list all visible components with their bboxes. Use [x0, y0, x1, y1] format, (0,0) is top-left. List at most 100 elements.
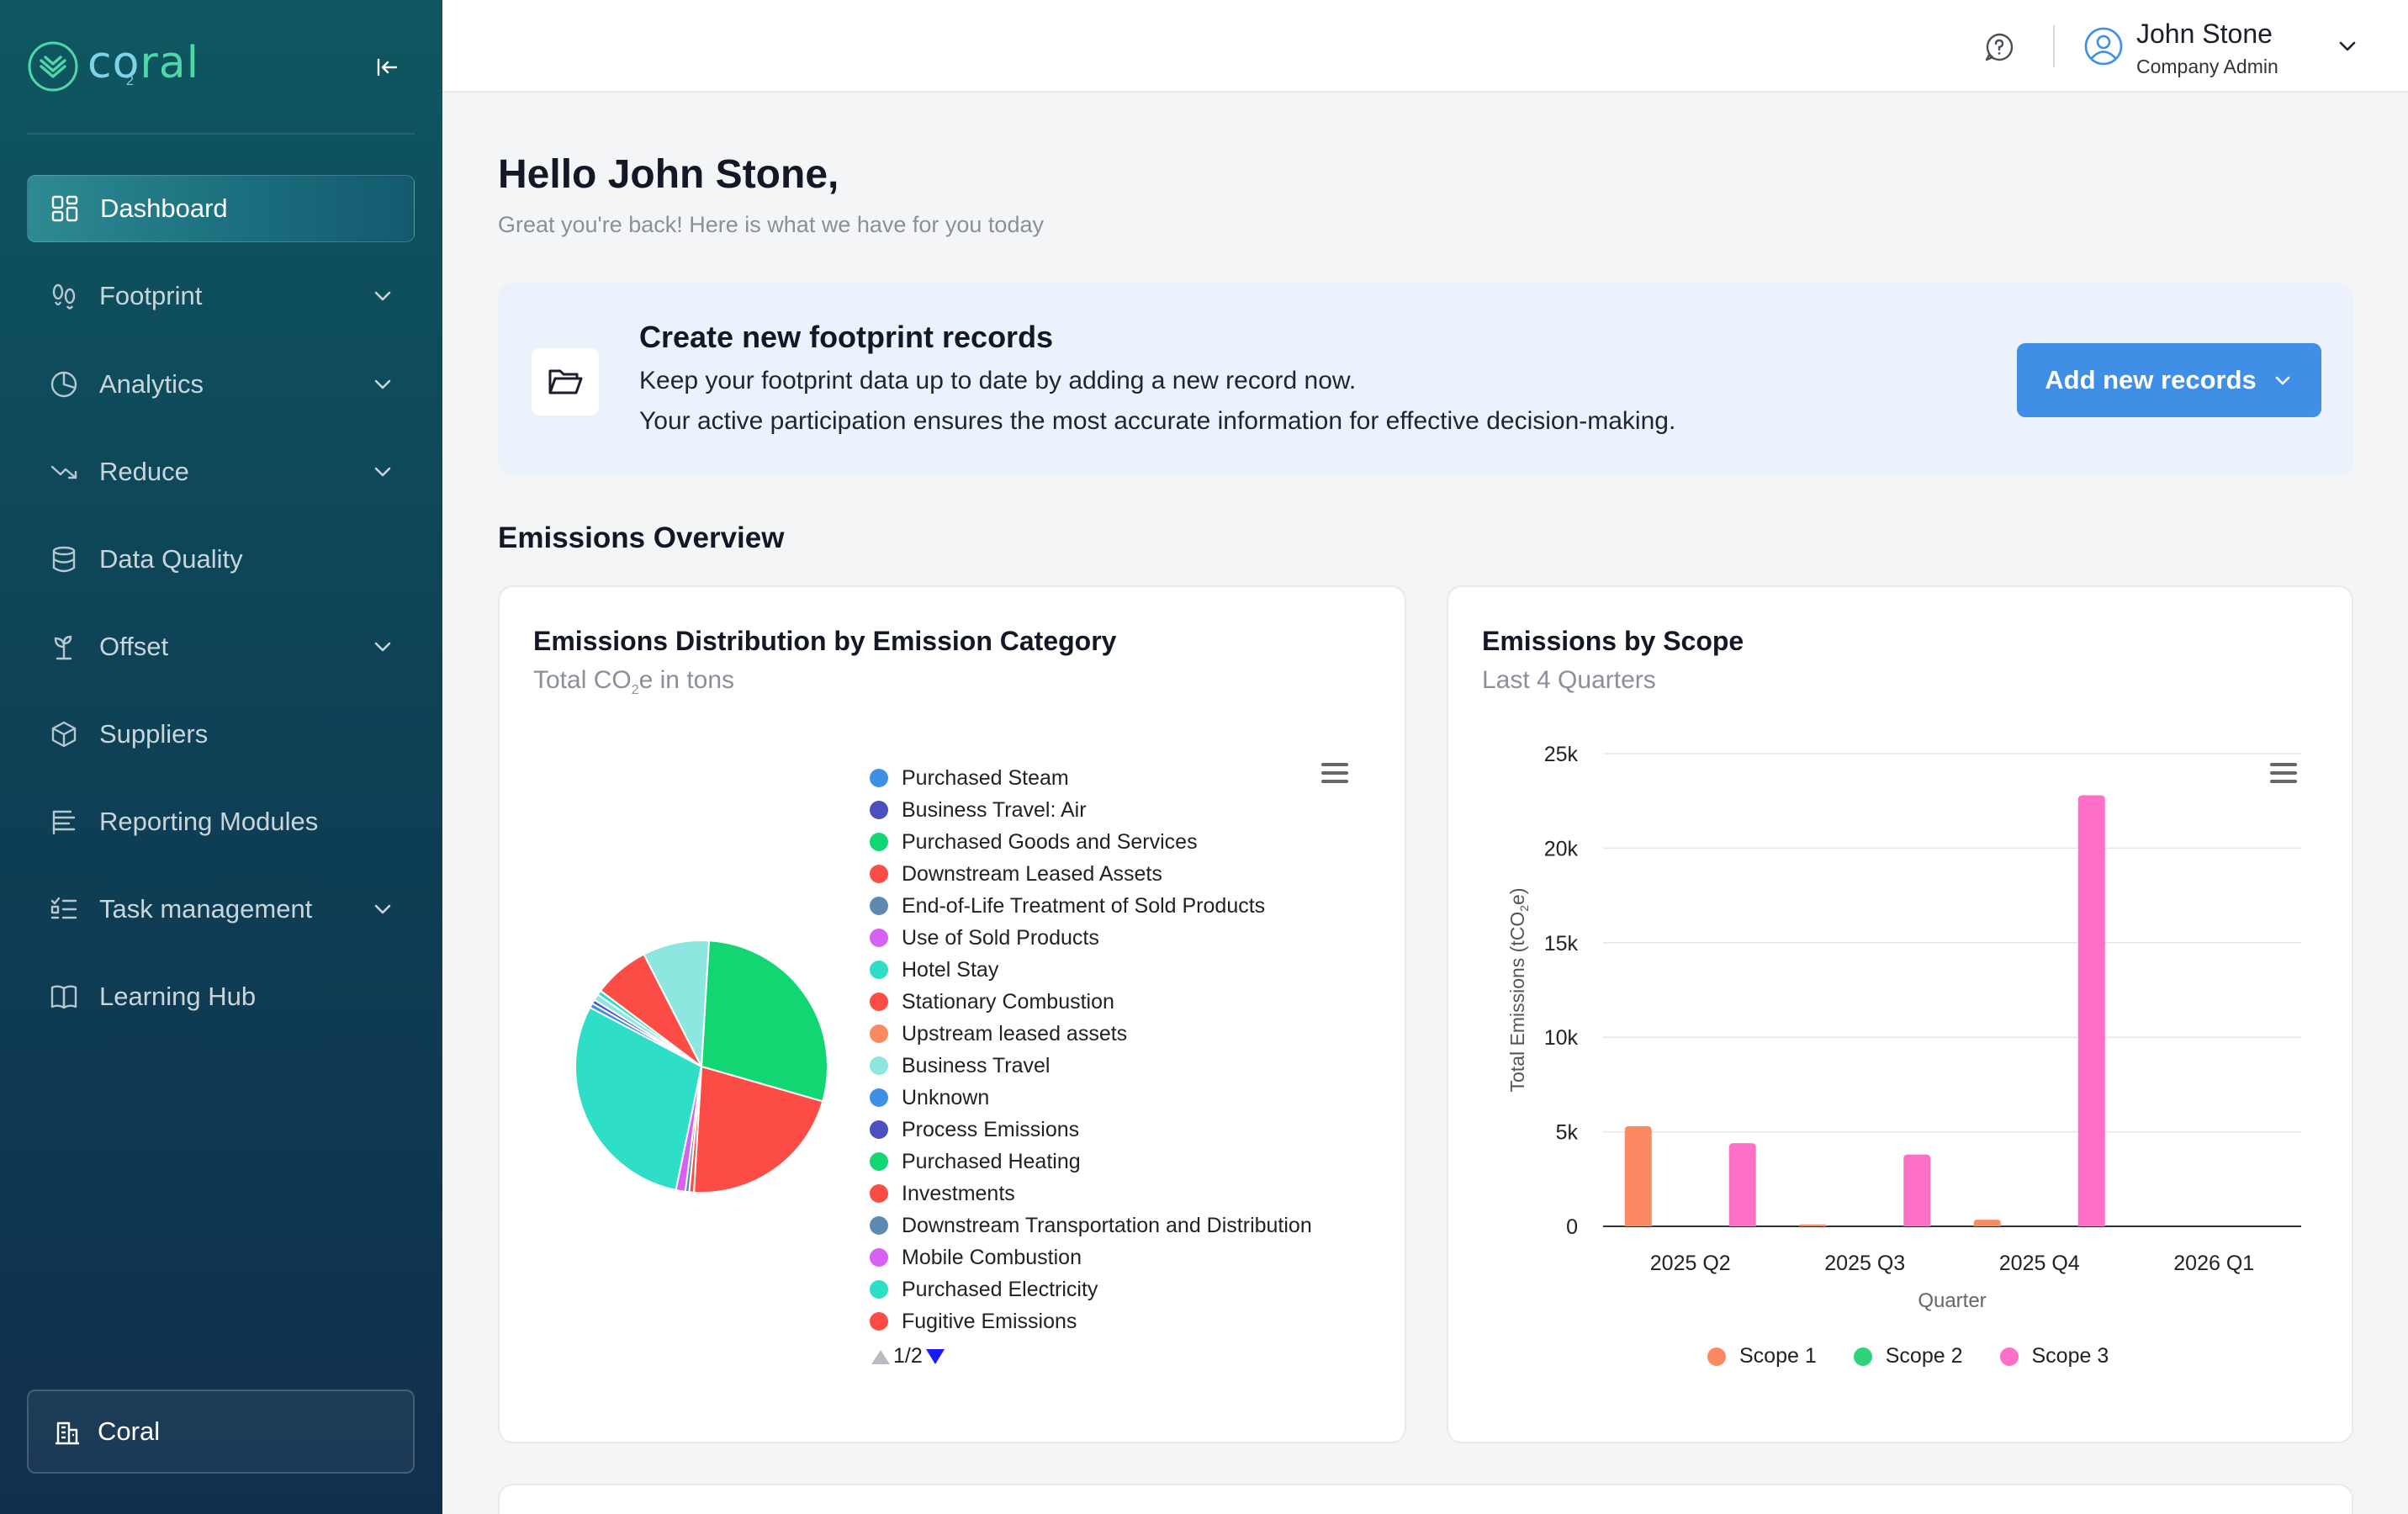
y-tick-label: 10k — [1544, 1026, 1579, 1050]
legend-swatch — [870, 961, 888, 979]
legend-swatch — [1707, 1347, 1726, 1366]
bar[interactable] — [1799, 1224, 1827, 1226]
legend-label: Purchased Steam — [902, 765, 1069, 790]
chevron-down-icon[interactable] — [2335, 34, 2360, 59]
logo-subscript: 2 — [126, 74, 134, 88]
organization-switcher[interactable]: Coral — [27, 1390, 415, 1474]
chevron-down-icon — [374, 904, 391, 914]
sprout-icon — [47, 630, 81, 664]
pie-slice[interactable] — [700, 940, 828, 1103]
legend-item[interactable]: Purchased Goods and Services — [870, 826, 1312, 858]
legend-item[interactable]: Scope 1 — [1707, 1344, 1817, 1368]
legend-label: Unknown — [902, 1085, 990, 1109]
bar[interactable] — [1728, 1143, 1756, 1226]
cube-icon — [47, 717, 81, 751]
legend-swatch — [870, 833, 888, 851]
legend-next-icon[interactable] — [924, 1347, 946, 1367]
user-name[interactable]: John Stone — [2136, 19, 2273, 49]
collapse-left-icon — [377, 58, 398, 77]
sidebar-item-learning-hub[interactable]: Learning Hub — [27, 963, 415, 1030]
x-tick-label: 2025 Q2 — [1650, 1252, 1731, 1275]
logo-wordmark: coral — [87, 38, 200, 88]
sidebar-item-label: Dashboard — [100, 193, 228, 223]
folder-open-icon — [532, 348, 599, 416]
legend-item[interactable]: Use of Sold Products — [870, 922, 1312, 954]
legend-item[interactable]: Upstream leased assets — [870, 1018, 1312, 1050]
legend-swatch — [870, 929, 888, 947]
bar[interactable] — [2077, 795, 2105, 1226]
legend-label: Scope 3 — [2031, 1344, 2109, 1368]
legend-item[interactable]: Business Travel: Air — [870, 794, 1312, 826]
legend-item[interactable]: Scope 3 — [1999, 1344, 2109, 1368]
sidebar-item-suppliers[interactable]: Suppliers — [27, 701, 415, 768]
sidebar-item-task-management[interactable]: Task management — [27, 876, 415, 943]
pie-slice[interactable] — [692, 1065, 824, 1194]
chevron-down-icon — [374, 642, 391, 652]
legend-swatch — [1853, 1347, 1872, 1366]
y-tick-label: 20k — [1544, 837, 1579, 860]
pie-slice[interactable] — [574, 1006, 703, 1192]
sidebar-item-analytics[interactable]: Analytics — [27, 351, 415, 418]
legend-item[interactable]: Purchased Steam — [870, 762, 1312, 794]
legend-item[interactable]: Process Emissions — [870, 1114, 1312, 1146]
legend-label: Scope 2 — [1885, 1344, 1963, 1368]
legend-label: Upstream leased assets — [902, 1021, 1128, 1046]
chart-menu-icon[interactable] — [2268, 759, 2300, 787]
legend-label: Stationary Combustion — [902, 989, 1114, 1014]
legend-label: Business Travel — [902, 1053, 1051, 1077]
banner-title: Create new footprint records — [639, 320, 1054, 354]
legend-prev-icon[interactable] — [870, 1347, 892, 1367]
legend-swatch — [870, 769, 888, 787]
building-icon — [56, 1421, 79, 1445]
checklist-icon — [47, 892, 81, 926]
legend-item[interactable]: Purchased Heating — [870, 1146, 1312, 1178]
bar-legend: Scope 1 Scope 2 Scope 3 — [1707, 1344, 2146, 1368]
sidebar-item-data-quality[interactable]: Data Quality — [27, 526, 415, 593]
legend-item[interactable]: Mobile Combustion — [870, 1241, 1312, 1273]
add-new-records-button[interactable]: Add new records — [2017, 343, 2321, 417]
legend-item[interactable]: Hotel Stay — [870, 954, 1312, 986]
user-avatar-icon[interactable] — [2083, 25, 2125, 67]
chart-menu-icon[interactable] — [1319, 759, 1351, 787]
banner-text-line: Keep your footprint data up to date by a… — [639, 367, 1357, 394]
sidebar-item-reduce[interactable]: Reduce — [27, 438, 415, 506]
sidebar-item-label: Analytics — [99, 369, 204, 399]
legend-item[interactable]: Business Travel — [870, 1050, 1312, 1082]
legend-label: Hotel Stay — [902, 957, 999, 982]
sidebar-item-offset[interactable]: Offset — [27, 613, 415, 680]
help-chat-icon[interactable] — [1982, 30, 2016, 64]
sidebar-item-label: Reporting Modules — [99, 807, 319, 836]
legend-item[interactable]: Scope 2 — [1853, 1344, 1963, 1368]
bar[interactable] — [1903, 1154, 1931, 1226]
legend-item[interactable]: Unknown — [870, 1082, 1312, 1114]
chevron-down-icon — [374, 467, 391, 477]
legend-item[interactable]: Downstream Leased Assets — [870, 858, 1312, 890]
page-subtitle: Great you're back! Here is what we have … — [498, 212, 1044, 237]
legend-swatch — [870, 993, 888, 1011]
x-tick-label: 2025 Q3 — [1824, 1252, 1905, 1275]
book-icon — [47, 980, 81, 1014]
legend-swatch — [870, 1312, 888, 1331]
create-records-banner: Create new footprint records Keep your f… — [498, 283, 2353, 476]
bar[interactable] — [1973, 1220, 2001, 1226]
legend-item[interactable]: Investments — [870, 1178, 1312, 1210]
pie-slice[interactable] — [643, 940, 711, 1070]
footprint-icon — [47, 279, 81, 313]
sidebar-item-label: Footprint — [99, 281, 203, 310]
bar-chart: 0 5k 10k 15k 20k 25k 2025 Q2 2025 Q3 2025 Q4 2026… — [1506, 743, 2301, 1312]
legend-item[interactable]: Downstream Transportation and Distributi… — [870, 1210, 1312, 1241]
sidebar-item-dashboard[interactable]: Dashboard — [27, 175, 415, 242]
legend-item[interactable]: Fugitive Emissions — [870, 1305, 1312, 1337]
sidebar-item-reporting-modules[interactable]: Reporting Modules — [27, 788, 415, 855]
legend-item[interactable]: Purchased Electricity — [870, 1273, 1312, 1305]
legend-label: Use of Sold Products — [902, 925, 1099, 950]
sidebar-item-label: Reduce — [99, 457, 189, 486]
legend-item[interactable]: Stationary Combustion — [870, 986, 1312, 1018]
sidebar-item-footprint[interactable]: Footprint — [27, 262, 415, 330]
chart-subtitle: Total CO2e in tons — [533, 666, 735, 697]
legend-item[interactable]: End-of-Life Treatment of Sold Products — [870, 890, 1312, 922]
app-logo[interactable]: coral — [27, 39, 199, 94]
legend-swatch — [870, 1088, 888, 1107]
bar[interactable] — [1624, 1125, 1652, 1226]
collapse-sidebar-button[interactable] — [370, 50, 404, 84]
